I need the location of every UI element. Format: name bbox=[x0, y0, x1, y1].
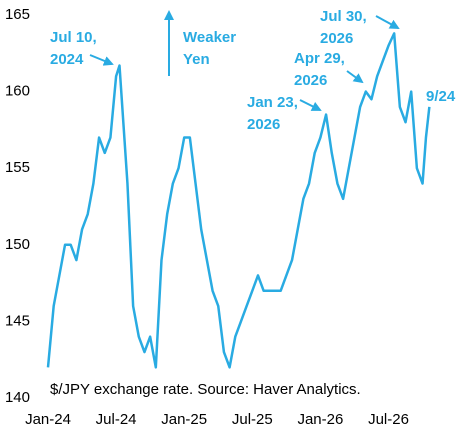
annotation: 2026 bbox=[320, 30, 353, 47]
y-tick-label: 140 bbox=[5, 389, 30, 406]
annotation: Yen bbox=[183, 51, 210, 68]
arrow bbox=[89, 54, 114, 66]
annotation: Apr 29, bbox=[294, 50, 345, 67]
arrow bbox=[299, 99, 322, 111]
annotation: 2024 bbox=[50, 51, 84, 68]
y-tick-label: 155 bbox=[5, 159, 30, 176]
y-tick-label: 165 bbox=[5, 6, 30, 23]
y-tick-label: 150 bbox=[5, 236, 30, 253]
annotation: Weaker bbox=[183, 29, 236, 46]
annotation: 9/24 bbox=[426, 88, 456, 105]
annotation: Jul 30, bbox=[320, 8, 367, 25]
x-tick-label: Jan-24 bbox=[25, 411, 71, 428]
annotation: 2026 bbox=[294, 72, 327, 89]
x-tick-label: Jul-26 bbox=[368, 411, 409, 428]
x-tick-label: Jan-26 bbox=[297, 411, 343, 428]
x-tick-label: Jul-25 bbox=[232, 411, 273, 428]
note: $/JPY exchange rate. Source: Haver Analy… bbox=[50, 381, 361, 398]
annotation: Jul 10, bbox=[50, 29, 97, 46]
y-tick-label: 160 bbox=[5, 83, 30, 100]
annotation: Jan 23, bbox=[247, 94, 298, 111]
x-tick-label: Jul-24 bbox=[96, 411, 137, 428]
line bbox=[46, 32, 431, 369]
x-tick-label: Jan-25 bbox=[161, 411, 207, 428]
arrow bbox=[375, 15, 400, 29]
annotation: 2026 bbox=[247, 116, 280, 133]
y-tick-label: 145 bbox=[5, 312, 30, 329]
arrow bbox=[346, 70, 364, 84]
